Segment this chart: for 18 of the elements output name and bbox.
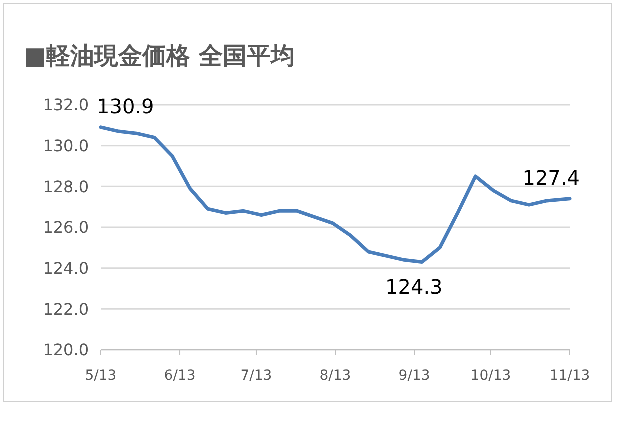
y-tick-label: 120.0	[43, 340, 89, 360]
y-tick-label: 122.0	[43, 300, 89, 319]
y-tick-label: 130.0	[43, 136, 89, 156]
data-label: 130.9	[97, 94, 154, 118]
data-label: 127.4	[522, 166, 580, 190]
x-tick-label: 11/13	[550, 368, 590, 384]
chart-title: ■軽油現金価格 全国平均	[24, 42, 296, 70]
y-tick-label: 132.0	[43, 96, 89, 115]
x-tick-label: 5/13	[85, 368, 117, 384]
data-label: 124.3	[386, 275, 443, 300]
y-tick-label: 126.0	[43, 218, 89, 238]
x-tick-label: 7/13	[240, 368, 272, 384]
x-tick-label: 10/13	[470, 368, 512, 384]
y-tick-label: 128.0	[43, 177, 89, 196]
x-tick-label: 8/13	[320, 368, 352, 384]
x-tick-label: 6/13	[164, 368, 196, 384]
x-tick-label: 9/13	[398, 368, 430, 384]
y-tick-label: 124.0	[43, 258, 89, 278]
